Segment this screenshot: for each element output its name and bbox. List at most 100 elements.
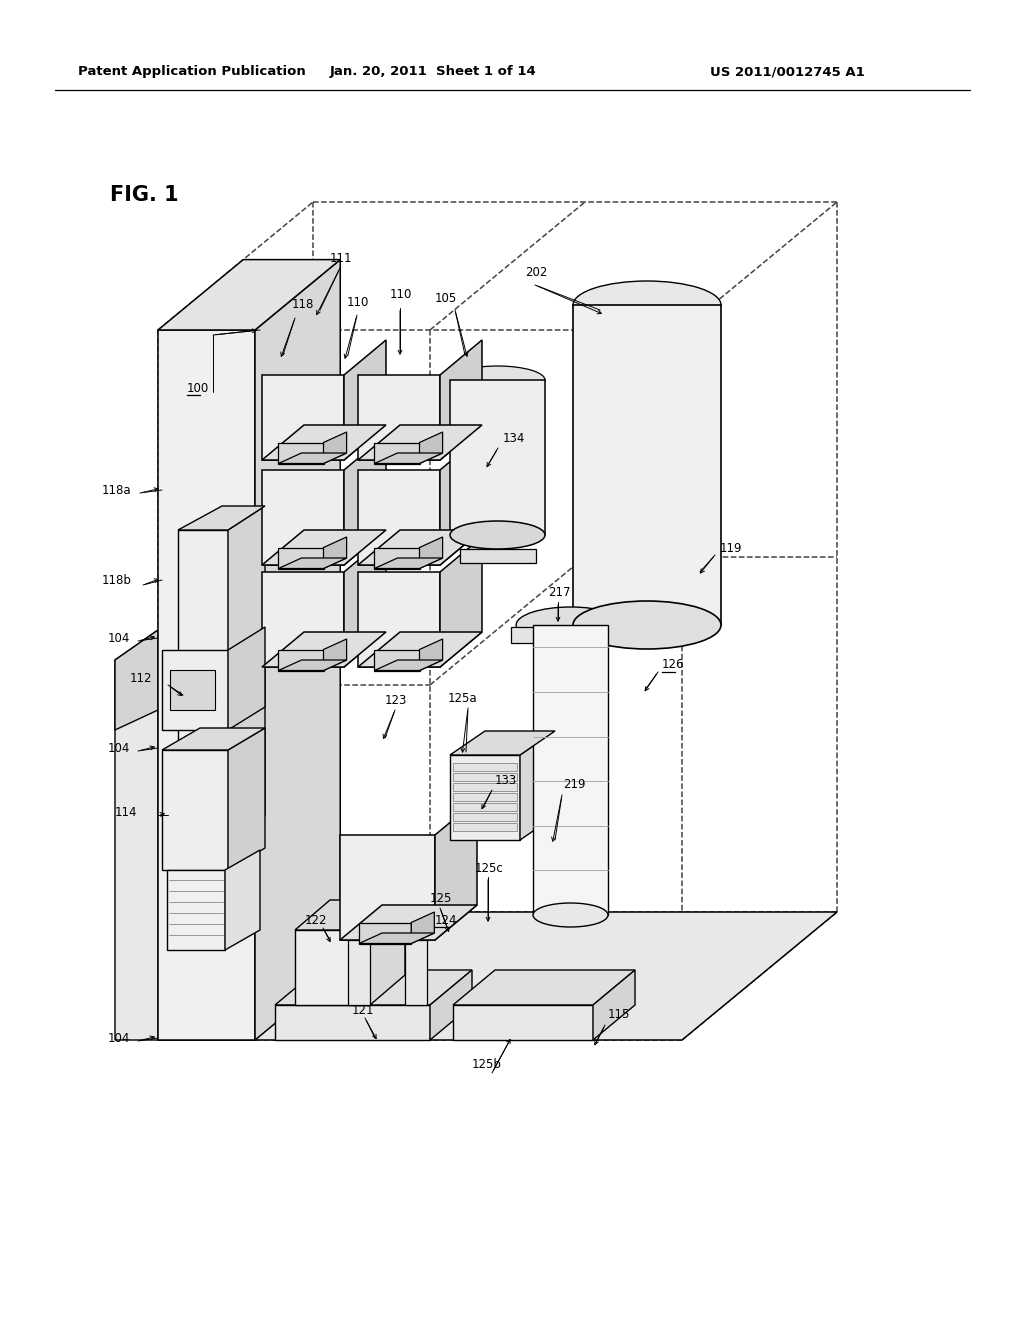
Text: 125: 125 (430, 891, 453, 904)
Polygon shape (178, 531, 228, 840)
Text: 105: 105 (435, 292, 458, 305)
Polygon shape (453, 793, 517, 801)
Polygon shape (359, 923, 412, 944)
Ellipse shape (516, 607, 625, 643)
Text: 104: 104 (108, 1031, 130, 1044)
Polygon shape (262, 632, 386, 667)
Polygon shape (344, 341, 386, 459)
Text: Jan. 20, 2011  Sheet 1 of 14: Jan. 20, 2011 Sheet 1 of 14 (330, 66, 537, 78)
Polygon shape (324, 537, 346, 569)
Text: 119: 119 (720, 541, 742, 554)
Polygon shape (262, 531, 386, 565)
Polygon shape (453, 803, 517, 810)
Ellipse shape (534, 612, 608, 638)
Polygon shape (262, 425, 386, 459)
Text: 125a: 125a (449, 692, 477, 705)
Polygon shape (435, 800, 477, 940)
Polygon shape (178, 506, 265, 531)
Polygon shape (225, 850, 260, 950)
Ellipse shape (450, 366, 545, 393)
Polygon shape (359, 933, 434, 944)
Polygon shape (162, 729, 265, 750)
Polygon shape (453, 970, 635, 1005)
Polygon shape (375, 660, 442, 671)
Polygon shape (279, 548, 324, 569)
Ellipse shape (450, 521, 545, 549)
Text: 114: 114 (115, 805, 137, 818)
Polygon shape (324, 639, 346, 671)
Polygon shape (158, 260, 340, 330)
Polygon shape (340, 906, 477, 940)
Polygon shape (453, 813, 517, 821)
Polygon shape (430, 970, 472, 1040)
Polygon shape (158, 330, 255, 1040)
Polygon shape (358, 531, 482, 565)
Text: 118a: 118a (102, 483, 132, 496)
Text: 125b: 125b (472, 1059, 502, 1072)
Polygon shape (162, 649, 228, 730)
Text: 217: 217 (548, 586, 570, 598)
Text: 122: 122 (305, 913, 328, 927)
Polygon shape (279, 649, 324, 671)
Polygon shape (170, 671, 215, 710)
Polygon shape (344, 537, 386, 667)
Polygon shape (520, 731, 555, 840)
Polygon shape (324, 432, 346, 463)
Polygon shape (412, 912, 434, 944)
Polygon shape (453, 822, 517, 832)
Polygon shape (375, 442, 420, 463)
Polygon shape (348, 940, 370, 1005)
Polygon shape (453, 1005, 593, 1040)
Polygon shape (375, 558, 442, 569)
Text: FIG. 1: FIG. 1 (110, 185, 178, 205)
Polygon shape (358, 470, 440, 565)
Polygon shape (450, 731, 555, 755)
Text: 115: 115 (608, 1008, 631, 1022)
Text: 123: 123 (385, 693, 408, 706)
Polygon shape (340, 836, 435, 940)
Polygon shape (460, 549, 536, 564)
Text: 202: 202 (525, 265, 548, 279)
Polygon shape (255, 260, 340, 1040)
Polygon shape (450, 755, 520, 840)
Polygon shape (295, 900, 406, 931)
Polygon shape (295, 931, 370, 1005)
Polygon shape (453, 783, 517, 791)
Ellipse shape (573, 601, 721, 649)
Polygon shape (420, 639, 442, 671)
Polygon shape (158, 912, 837, 1040)
Ellipse shape (534, 903, 608, 927)
Text: 125c: 125c (475, 862, 504, 874)
Polygon shape (420, 432, 442, 463)
Polygon shape (420, 537, 442, 569)
Text: 110: 110 (347, 296, 370, 309)
Text: 134: 134 (503, 432, 525, 445)
Polygon shape (511, 627, 630, 643)
Polygon shape (228, 729, 265, 870)
Polygon shape (279, 442, 324, 463)
Polygon shape (440, 537, 482, 667)
Polygon shape (344, 436, 386, 565)
Polygon shape (450, 380, 545, 535)
Polygon shape (262, 470, 344, 565)
Polygon shape (534, 624, 608, 915)
Text: Patent Application Publication: Patent Application Publication (78, 66, 306, 78)
Text: 133: 133 (495, 774, 517, 787)
Text: 121: 121 (352, 1003, 375, 1016)
Polygon shape (162, 750, 228, 870)
Polygon shape (275, 1005, 430, 1040)
Text: US 2011/0012745 A1: US 2011/0012745 A1 (710, 66, 864, 78)
Polygon shape (375, 649, 420, 671)
Polygon shape (275, 970, 472, 1005)
Text: 111: 111 (330, 252, 352, 264)
Polygon shape (279, 558, 346, 569)
Polygon shape (115, 630, 158, 1040)
Polygon shape (440, 341, 482, 459)
Polygon shape (279, 453, 346, 463)
Polygon shape (358, 375, 440, 459)
Polygon shape (262, 572, 344, 667)
Text: 104: 104 (108, 742, 130, 755)
Polygon shape (573, 305, 721, 624)
Polygon shape (440, 436, 482, 565)
Polygon shape (453, 774, 517, 781)
